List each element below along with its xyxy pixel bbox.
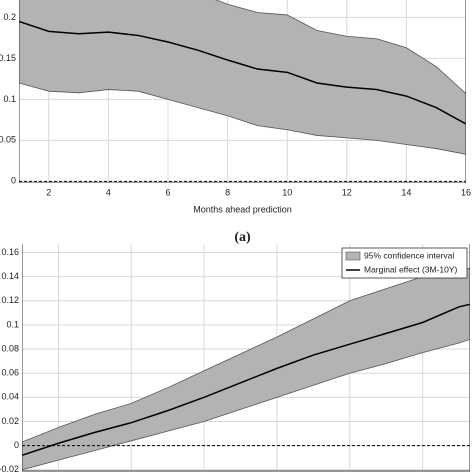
y-tick-label: 0.14 bbox=[1, 271, 19, 281]
x-axis-label: Months ahead prediction bbox=[193, 204, 292, 214]
legend-swatch bbox=[345, 251, 361, 261]
plot-area bbox=[22, 244, 470, 472]
x-tick-label: 10 bbox=[282, 187, 292, 197]
y-tick-label: 0.08 bbox=[1, 343, 19, 353]
x-tick-label: 2 bbox=[46, 187, 51, 197]
legend-label: Marginal effect (3M-10Y) bbox=[364, 264, 458, 274]
y-tick-label: 0.16 bbox=[1, 247, 19, 257]
x-tick-label: 6 bbox=[165, 187, 170, 197]
y-tick-label: 0.04 bbox=[1, 392, 19, 402]
x-tick-label: 8 bbox=[225, 187, 230, 197]
x-tick-label: 16 bbox=[461, 187, 471, 197]
y-tick-label: 0.1 bbox=[3, 94, 16, 104]
y-tick-label: 0.06 bbox=[1, 368, 19, 378]
y-tick-label: 0.2 bbox=[3, 12, 16, 22]
plot-area bbox=[19, 0, 466, 183]
y-tick-label: -0.02 bbox=[0, 464, 19, 474]
confidence-band bbox=[19, 0, 466, 155]
line bbox=[22, 303, 470, 457]
y-tick-label: 0.15 bbox=[0, 53, 16, 63]
x-tick-label: 4 bbox=[106, 187, 111, 197]
x-tick-label: 12 bbox=[342, 187, 352, 197]
panel-label: (a) bbox=[234, 230, 251, 245]
line bbox=[19, 20, 466, 125]
y-tick-label: 0 bbox=[14, 440, 19, 450]
axis-frame bbox=[22, 244, 470, 472]
confidence-band bbox=[22, 267, 470, 471]
y-tick-label: 0.05 bbox=[0, 135, 16, 145]
x-tick-label: 14 bbox=[401, 187, 411, 197]
legend-box bbox=[341, 247, 468, 279]
y-tick-label: 0.1 bbox=[6, 319, 19, 329]
y-tick-label: 0 bbox=[11, 176, 16, 186]
legend-label: 95% confidence interval bbox=[364, 250, 454, 260]
y-tick-label: 0.12 bbox=[1, 295, 19, 305]
y-tick-label: 0.02 bbox=[1, 416, 19, 426]
